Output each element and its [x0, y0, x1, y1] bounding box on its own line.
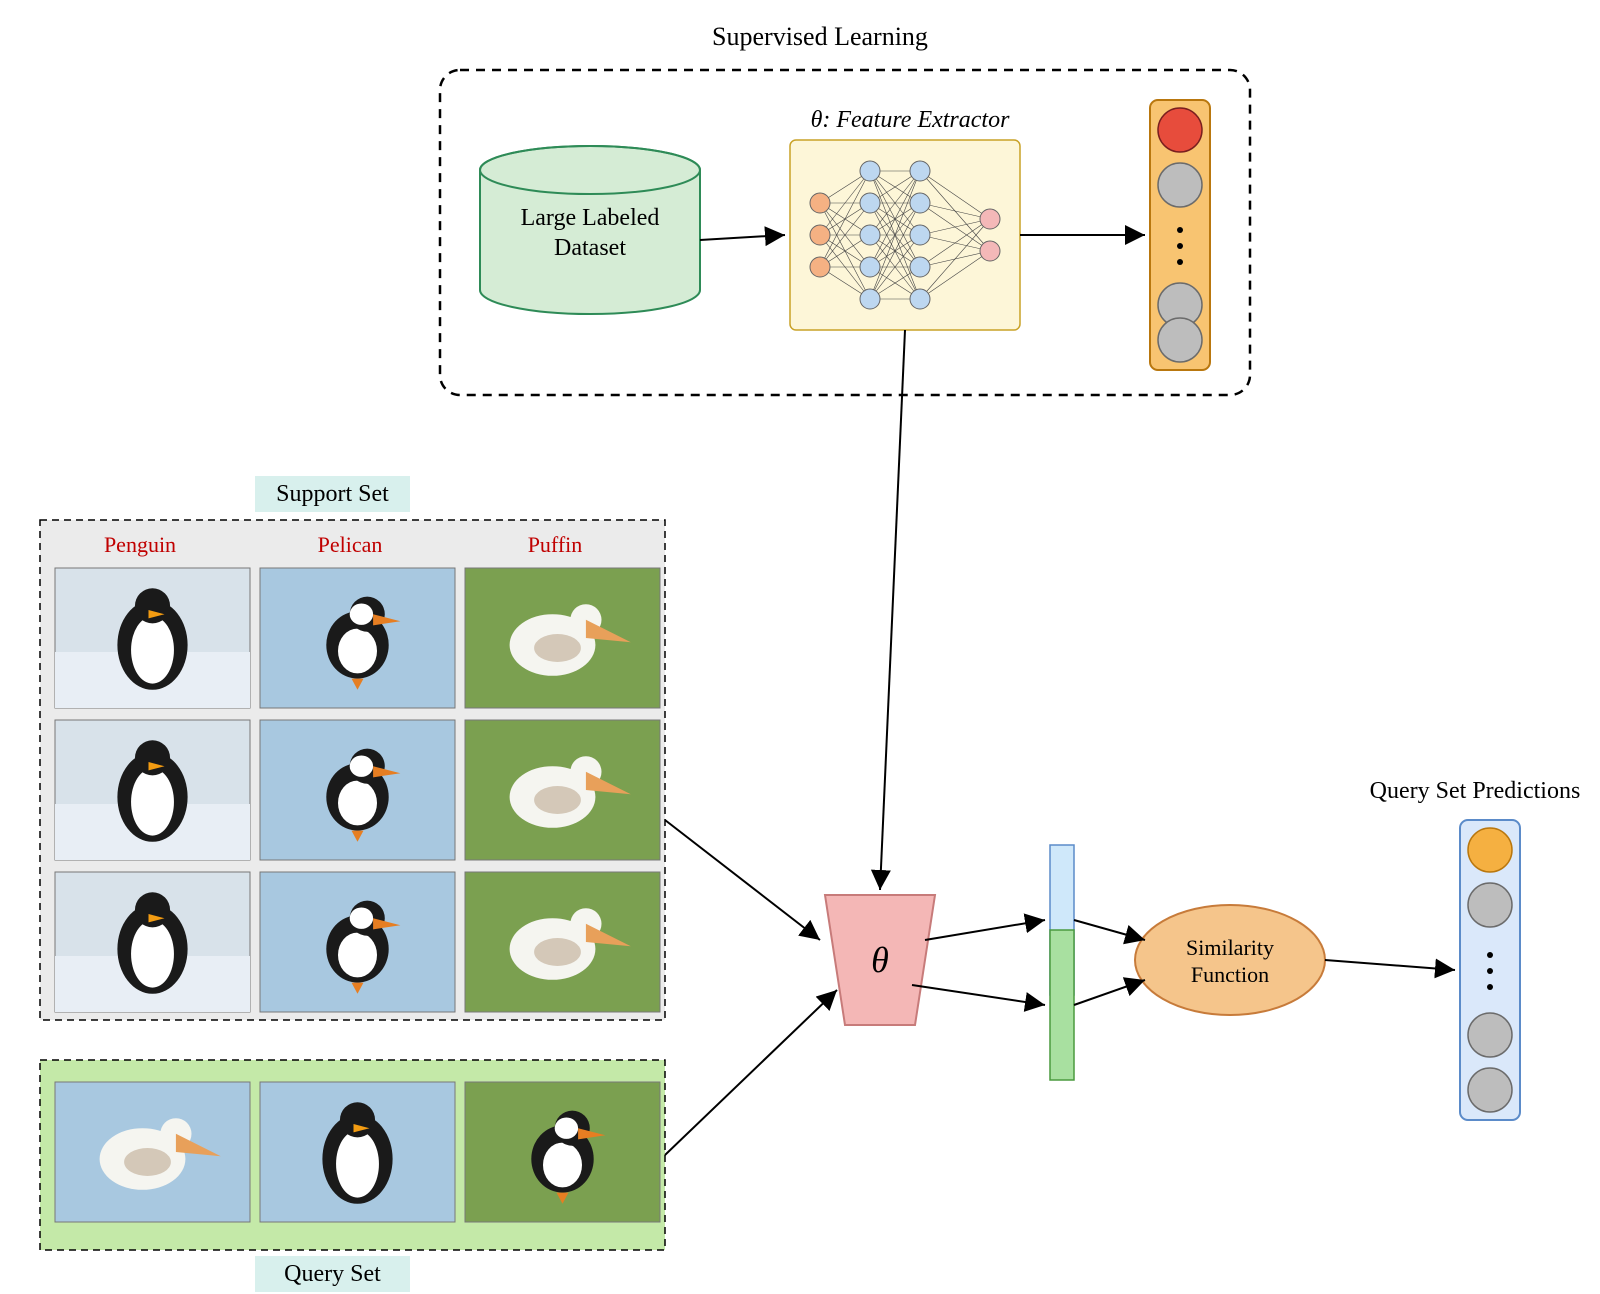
- feature-extractor-label: θ: Feature Extractor: [780, 107, 1040, 134]
- bird-image: [260, 720, 455, 860]
- svg-text:θ: θ: [871, 940, 889, 980]
- bird-image: [260, 1082, 455, 1222]
- svg-text:Similarity: Similarity: [1186, 935, 1274, 960]
- dataset-label: Large Labeled: [521, 205, 660, 231]
- bird-image: [260, 872, 455, 1012]
- class-puffin: Puffin: [495, 532, 615, 558]
- bird-image: [55, 1082, 250, 1222]
- bird-image: [55, 872, 250, 1012]
- bird-image: [260, 568, 455, 708]
- bird-image: [55, 568, 250, 708]
- query-predictions-label: Query Set Predictions: [1350, 778, 1600, 805]
- class-penguin: Penguin: [80, 532, 200, 558]
- supervised-learning-label: Supervised Learning: [670, 22, 970, 52]
- bird-image: [465, 872, 660, 1012]
- bird-image: [465, 568, 660, 708]
- similarity-node: [1135, 905, 1325, 1015]
- query-set-title: Query Set: [255, 1256, 410, 1292]
- support-set-title: Support Set: [255, 476, 410, 512]
- bird-image: [465, 720, 660, 860]
- bird-image: [465, 1082, 660, 1222]
- feature-green: [1050, 930, 1074, 1080]
- svg-text:Function: Function: [1191, 962, 1269, 987]
- bird-image: [55, 720, 250, 860]
- svg-text:Dataset: Dataset: [554, 235, 626, 261]
- class-pelican: Pelican: [290, 532, 410, 558]
